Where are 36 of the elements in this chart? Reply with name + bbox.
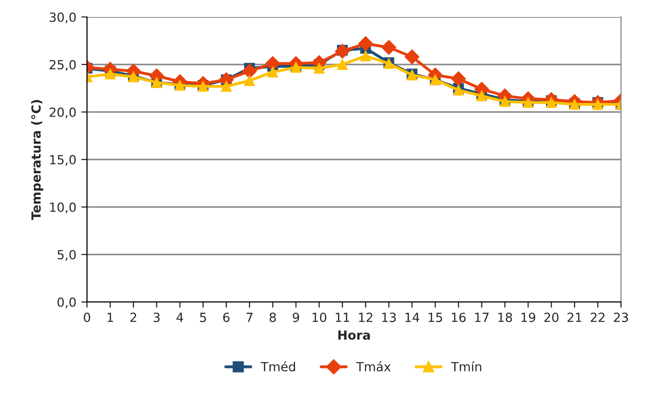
x-tick-label: 1 [108,312,114,322]
x-tick-label: 16 [452,312,466,322]
x-axis-title: Hora [338,330,370,340]
y-tick-label: 30,0 [50,12,76,24]
x-tick-label: 9 [292,312,300,322]
x-tick-label: 2 [130,312,136,322]
legend-label: Tmáx [356,361,391,372]
x-tick-label: 6 [223,312,230,322]
x-tick-label: 20 [544,312,558,322]
x-tick-label: 7 [246,312,252,322]
x-tick-label: 0 [84,312,90,322]
x-tick-label: 21 [568,312,582,322]
y-tick-label: 25,0 [50,60,76,71]
y-tick-label: 10,0 [50,202,76,214]
x-tick-label: 23 [614,312,628,322]
x-tick-label: 10 [312,312,326,322]
x-tick-label: 15 [428,312,442,322]
y-tick-label: 0,0 [58,297,76,308]
legend-label: Tméd [260,361,296,372]
x-tick-label: 17 [475,312,489,322]
y-tick-label: 20,0 [50,107,76,118]
x-tick-label: 8 [270,312,276,322]
x-tick-label: 12 [359,312,372,322]
x-tick-label: 11 [336,312,350,322]
x-tick-label: 4 [176,312,184,322]
y-tick-label: 15,0 [50,154,76,166]
x-tick-label: 5 [200,312,206,322]
x-tick-label: 19 [522,312,536,322]
legend-label: Tmín [451,361,482,372]
x-tick-label: 3 [154,312,160,322]
x-tick-label: 18 [498,312,512,322]
y-axis-title: Temperatura (°C) [31,100,44,220]
y-tick-label: 5,0 [58,250,76,261]
x-tick-label: 13 [382,312,396,322]
x-tick-label: 14 [405,312,420,322]
x-tick-label: 22 [590,312,604,322]
